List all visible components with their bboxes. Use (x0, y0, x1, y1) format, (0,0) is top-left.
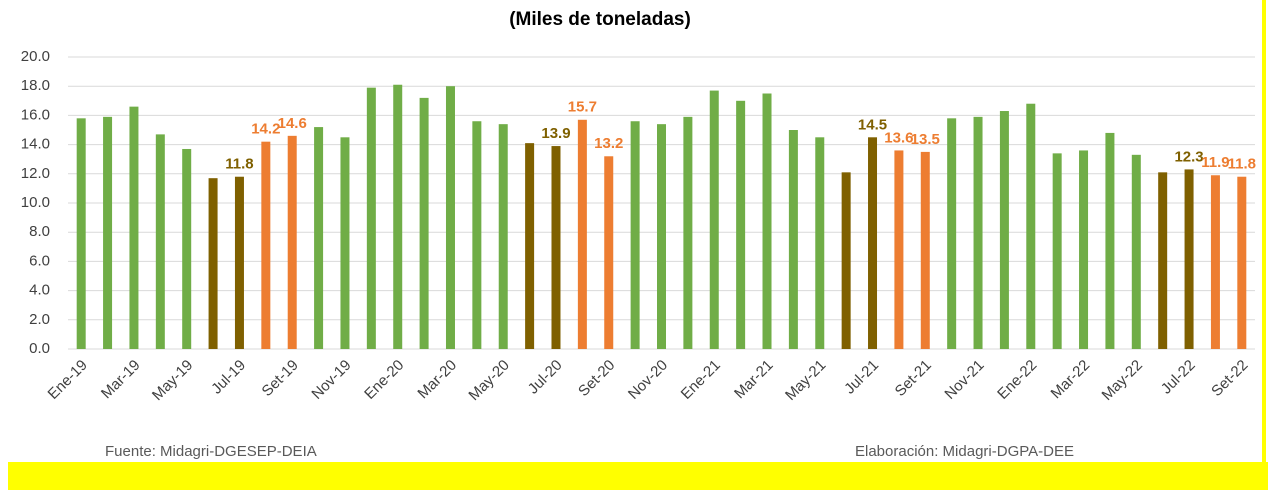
data-label: 15.7 (568, 99, 597, 116)
bar (841, 172, 851, 349)
bar (1237, 176, 1247, 349)
x-tick-label: May-22 (1099, 357, 1146, 404)
bar (604, 156, 614, 349)
bar (736, 100, 746, 349)
x-tick-label: Set-21 (892, 357, 935, 400)
x-tick-label: Jul-19 (208, 357, 249, 398)
x-tick-label: Set-19 (259, 357, 302, 400)
bar (683, 116, 693, 349)
y-tick-label: 12.0 (21, 165, 50, 182)
bar (815, 137, 825, 349)
bar (525, 143, 535, 349)
bar (709, 90, 719, 349)
credit-note: Elaboración: Midagri-DGPA-DEE (855, 443, 1074, 460)
data-label: 11.9 (1201, 154, 1229, 171)
bar (208, 178, 218, 349)
bar (788, 130, 798, 349)
y-tick-label: 0.0 (29, 340, 50, 357)
data-label: 13.9 (541, 125, 570, 142)
y-tick-label: 16.0 (21, 106, 50, 123)
data-label: 13.5 (911, 131, 940, 148)
x-tick-label: Jul-21 (841, 357, 882, 398)
bar (657, 124, 666, 349)
bar (577, 119, 587, 349)
x-tick-label: Set-22 (1208, 357, 1251, 400)
bar (419, 97, 429, 349)
bar (1052, 153, 1062, 349)
bar (155, 134, 165, 349)
y-tick-label: 6.0 (29, 252, 50, 269)
bar (393, 84, 403, 350)
bar (973, 116, 983, 349)
y-tick-label: 18.0 (21, 77, 50, 94)
x-tick-label: Mar-21 (731, 357, 777, 403)
bar (129, 106, 139, 349)
bar (1210, 175, 1220, 349)
y-tick-label: 20.0 (21, 48, 50, 65)
data-label: 13.2 (594, 135, 623, 152)
source-note: Fuente: Midagri-DGESEP-DEIA (105, 443, 317, 460)
bar (947, 118, 957, 349)
bar (1079, 150, 1089, 349)
bar (762, 93, 772, 349)
bar (1026, 103, 1036, 349)
x-tick-label: May-20 (465, 357, 512, 404)
yellow-edge (1262, 0, 1266, 462)
bar (287, 135, 297, 349)
y-tick-label: 4.0 (29, 282, 50, 299)
data-label: 14.6 (278, 115, 307, 132)
y-tick-label: 10.0 (21, 194, 50, 211)
x-tick-label: Mar-22 (1048, 357, 1094, 403)
x-tick-label: Set-20 (575, 357, 618, 400)
bar (868, 137, 878, 349)
bar (182, 148, 192, 349)
bar (498, 124, 508, 349)
y-tick-label: 8.0 (29, 223, 50, 240)
x-tick-label: Jul-20 (525, 357, 566, 398)
data-label: 14.5 (858, 116, 887, 133)
data-label: 14.2 (251, 121, 280, 138)
x-tick-label: Mar-20 (414, 357, 460, 403)
bar (1158, 172, 1168, 349)
bar (1105, 132, 1115, 349)
y-tick-label: 2.0 (29, 311, 50, 328)
x-tick-label: Nov-19 (308, 357, 354, 403)
bar (261, 141, 271, 349)
data-label: 13.6 (884, 129, 913, 146)
bar (76, 118, 86, 349)
bar (445, 86, 455, 349)
x-tick-label: Ene-21 (678, 357, 724, 403)
x-tick-label: Ene-19 (45, 357, 91, 403)
x-tick-label: May-21 (782, 357, 829, 404)
bar (366, 87, 376, 349)
bar (1131, 154, 1141, 349)
bar (551, 146, 561, 349)
x-tick-label: May-19 (149, 357, 196, 404)
bar (472, 121, 482, 350)
bar (103, 116, 113, 349)
x-tick-label: Nov-21 (941, 357, 987, 403)
x-tick-label: Jul-22 (1158, 357, 1199, 398)
x-tick-label: Ene-22 (994, 357, 1040, 403)
bar (234, 176, 244, 349)
yellow-strip (8, 462, 1268, 490)
bar (1184, 169, 1194, 349)
data-label: 11.8 (225, 156, 253, 173)
x-tick-label: Ene-20 (361, 357, 407, 403)
chart-title: (Miles de toneladas) (509, 9, 691, 30)
bar (340, 137, 350, 349)
bar (999, 111, 1009, 350)
bar (920, 151, 930, 349)
data-label: 12.3 (1174, 148, 1203, 165)
bar (894, 150, 904, 349)
x-tick-label: Nov-20 (625, 357, 671, 403)
bar (314, 127, 324, 349)
x-tick-label: Mar-19 (98, 357, 144, 403)
y-tick-label: 14.0 (21, 136, 50, 153)
data-label: 11.8 (1228, 156, 1256, 173)
bar (630, 121, 640, 350)
